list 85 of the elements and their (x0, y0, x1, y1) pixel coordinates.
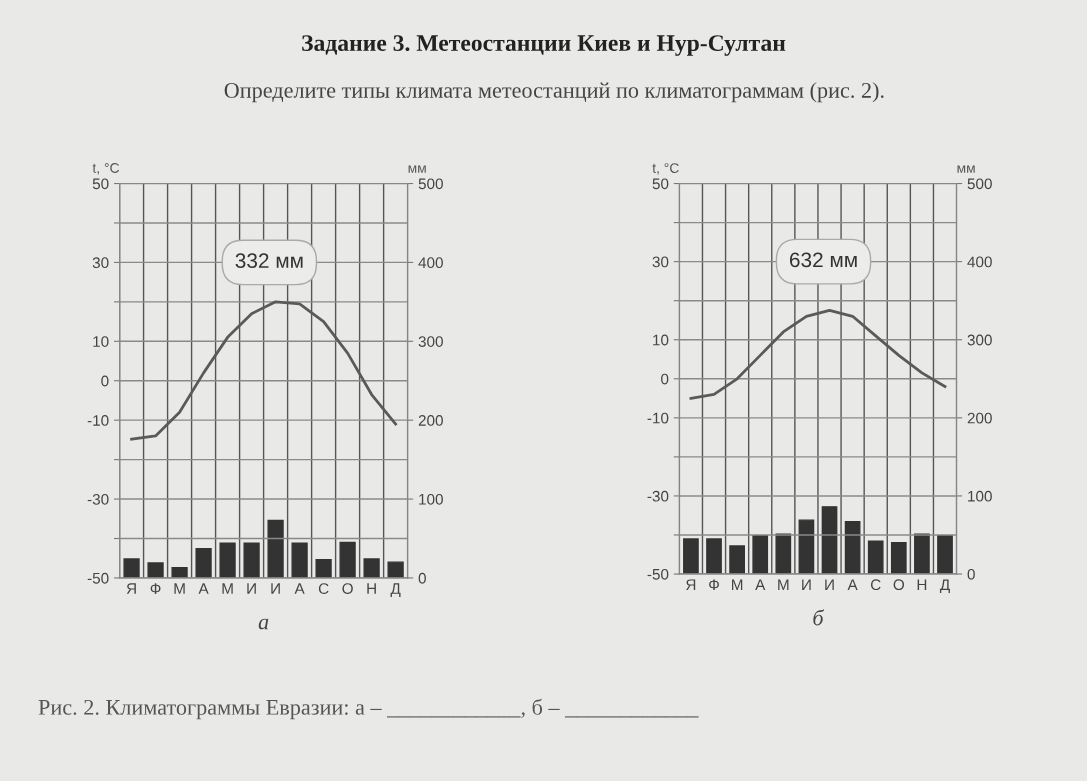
x-tick-label: А (198, 583, 209, 594)
y2-tick-label: 400 (967, 256, 992, 268)
bar (243, 542, 260, 578)
bar (890, 542, 907, 575)
y-tick-label: 30 (652, 256, 669, 268)
bar (171, 566, 188, 578)
x-tick-label: И (825, 579, 834, 590)
bar (867, 540, 884, 575)
bar (775, 533, 792, 575)
x-tick-label: С (870, 579, 881, 591)
text: Задание 3. Метеостанции Киев и Нур-Султан (302, 35, 786, 56)
x-tick-label: А (847, 579, 858, 590)
y2-tick-label: 300 (418, 336, 443, 347)
x-tick-label: О (893, 579, 905, 591)
x-tick-label: О (342, 583, 353, 595)
bar (821, 506, 838, 575)
bar (683, 538, 699, 575)
x-tick-label: М (778, 579, 789, 590)
bar (147, 562, 164, 578)
y2-tick-label: 0 (967, 568, 975, 580)
x-tick-label: С (318, 583, 329, 595)
bar (315, 559, 332, 578)
bar (914, 533, 930, 575)
x-tick-label: И (271, 583, 280, 594)
bar (363, 558, 380, 578)
y-tick-label: 10 (653, 334, 669, 346)
x-axis-title: б (813, 609, 825, 626)
x-tick-label: Н (917, 579, 927, 590)
annotation: 632 мм (789, 252, 857, 268)
x-tick-label: А (294, 583, 305, 594)
x-tick-label: Ф (150, 583, 161, 594)
x-tick-label: Д (390, 583, 401, 597)
x-tick-label: Д (939, 579, 950, 594)
y-tick-label: 50 (92, 178, 109, 190)
bar (937, 535, 953, 575)
text: Определите типы климата метеостанций по климатограммам (рис. 2). (224, 82, 884, 103)
x-tick-label: И (802, 579, 811, 590)
y2-tick-label: 500 (418, 178, 443, 190)
y2-tick-label: 0 (418, 572, 426, 584)
bar (219, 542, 236, 578)
bar (706, 538, 722, 575)
x-tick-label: И (247, 583, 256, 594)
bar (387, 561, 404, 578)
bar (339, 541, 356, 578)
x-tick-label: А (755, 579, 766, 590)
bar (752, 535, 769, 575)
y-tick-label: 30 (92, 257, 109, 269)
y-axis-title: t, °C (652, 163, 679, 175)
x-tick-label: М (222, 583, 233, 594)
y-tick-label: 0 (661, 373, 669, 385)
bar (729, 545, 745, 575)
y-tick-label: 0 (101, 375, 109, 387)
x-tick-label: Н (367, 583, 376, 594)
y2-tick-label: 100 (419, 493, 443, 505)
y-tick-label: -30 (647, 490, 669, 502)
y2-tick-label: 200 (418, 415, 443, 426)
y-tick-label: 50 (652, 178, 669, 190)
y2-tick-label: 500 (967, 178, 992, 190)
x-tick-label: М (174, 583, 185, 594)
y-axis-title: t, °C (92, 163, 120, 175)
y2-axis-title: мм (408, 165, 426, 173)
y2-tick-label: 100 (968, 490, 992, 502)
text: Рис. 2. Климатограммы Евразии: а – ____________, б – ____________ (38, 698, 699, 720)
x-tick-label: Я (126, 583, 136, 594)
y-tick-label: -50 (87, 572, 109, 584)
x-axis-title: а (258, 618, 269, 630)
x-tick-label: Я (686, 579, 696, 590)
y2-tick-label: 300 (967, 334, 992, 346)
y2-axis-title: мм (957, 165, 975, 173)
bar (195, 548, 212, 578)
bar (123, 558, 140, 578)
y-tick-label: 10 (93, 336, 109, 347)
y-tick-label: -10 (87, 415, 109, 426)
y-tick-label: -30 (87, 493, 109, 505)
x-tick-label: Ф (709, 579, 719, 591)
y2-tick-label: 200 (967, 412, 992, 424)
y-tick-label: -50 (647, 568, 669, 580)
bar (844, 521, 861, 575)
y-tick-label: -10 (647, 412, 669, 424)
x-tick-label: М (732, 579, 743, 590)
bar (291, 542, 308, 578)
annotation: 332 мм (235, 253, 303, 269)
bar (267, 519, 284, 578)
y2-tick-label: 400 (418, 257, 443, 269)
bar (798, 519, 815, 575)
